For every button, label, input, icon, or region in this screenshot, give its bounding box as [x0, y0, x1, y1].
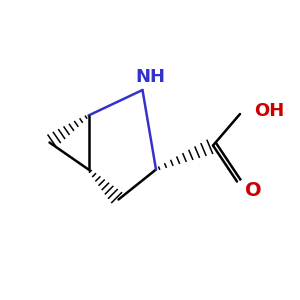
Text: OH: OH — [254, 102, 285, 120]
Text: O: O — [244, 181, 261, 200]
Text: NH: NH — [135, 68, 165, 86]
